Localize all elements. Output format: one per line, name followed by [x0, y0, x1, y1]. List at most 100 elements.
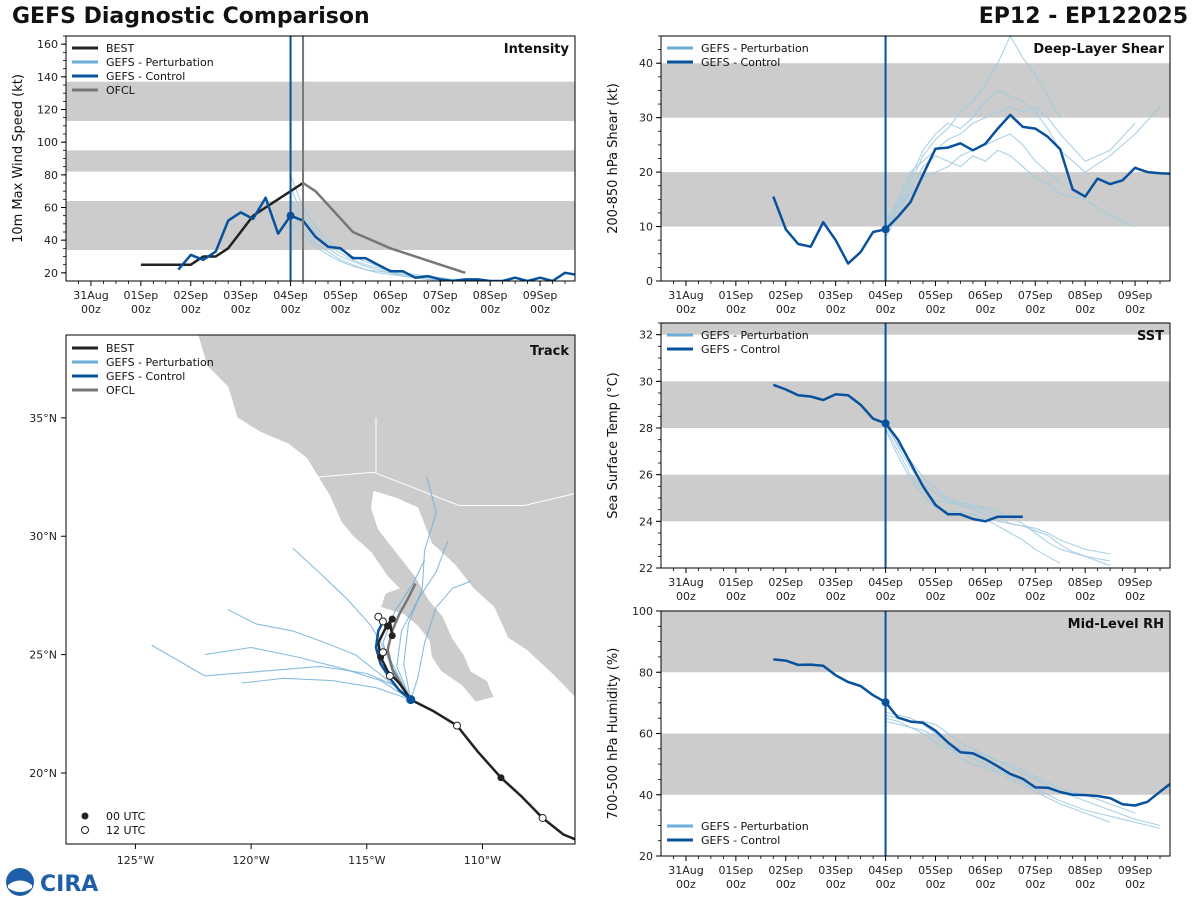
cira-logo: CIRA [6, 868, 98, 897]
best-point-12utc [378, 617, 387, 626]
lat-tick-label: 25°N [29, 649, 57, 662]
series-line [885, 720, 1161, 829]
x-tick-hour-label: 00z [826, 303, 846, 316]
y-tick-label: 100 [37, 136, 58, 149]
x-tick-hour-label: 00z [876, 303, 896, 316]
series-line [885, 89, 1161, 222]
y-tick-label: 80 [44, 169, 58, 182]
x-tick-hour-label: 00z [676, 878, 696, 891]
x-tick-day-label: 03Sep [818, 864, 853, 877]
x-tick-day-label: 31Aug [668, 864, 703, 877]
map-group [66, 335, 575, 844]
panel-title: SST [1137, 329, 1164, 344]
legend-label: GEFS - Perturbation [701, 820, 809, 833]
legend-marker-00utc [81, 812, 89, 820]
series-line [302, 181, 466, 274]
x-tick-hour-label: 00z [876, 878, 896, 891]
x-tick-hour-label: 00z [826, 590, 846, 603]
y-tick-label: 30 [639, 375, 653, 388]
x-tick-hour-label: 00z [826, 878, 846, 891]
x-tick-day-label: 08Sep [473, 289, 508, 302]
x-tick-day-label: 03Sep [223, 289, 258, 302]
perturbation-track [410, 580, 472, 700]
x-tick-day-label: 09Sep [523, 289, 558, 302]
perturbation-track [241, 677, 411, 701]
x-tick-hour-label: 00z [81, 303, 101, 316]
x-tick-hour-label: 00z [975, 878, 995, 891]
x-tick-day-label: 08Sep [1068, 864, 1103, 877]
y-tick-label: 20 [639, 850, 653, 863]
lat-tick-label: 20°N [29, 767, 57, 780]
x-tick-hour-label: 00z [1075, 303, 1095, 316]
x-tick-hour-label: 00z [1075, 878, 1095, 891]
x-tick-day-label: 04Sep [868, 289, 903, 302]
best-point-12utc [385, 671, 394, 680]
y-tick-label: 20 [44, 267, 58, 280]
control-analysis-marker [286, 211, 295, 220]
legend-label: BEST [106, 42, 134, 55]
x-tick-day-label: 03Sep [818, 576, 853, 589]
series-line [885, 425, 1111, 562]
plot-frame [65, 35, 576, 282]
plot-frame [660, 610, 1171, 857]
x-tick-hour-label: 00z [1075, 590, 1095, 603]
page-title: GEFS Diagnostic Comparison [12, 4, 370, 29]
series-line [885, 717, 1111, 823]
legend-label: GEFS - Perturbation [106, 356, 214, 369]
x-tick-hour-label: 00z [726, 303, 746, 316]
lat-tick-label: 35°N [29, 412, 57, 425]
land-mass [197, 335, 575, 703]
series-line [885, 427, 1111, 555]
lon-tick-label: 125°W [117, 854, 154, 867]
threshold-band [661, 381, 1170, 428]
marker-legend-label: 00 UTC [106, 810, 146, 823]
panel-title: Track [530, 344, 569, 359]
y-axis-label: 700-500 hPa Humidity (%) [606, 648, 621, 820]
x-tick-hour-label: 00z [926, 878, 946, 891]
x-tick-hour-label: 00z [975, 303, 995, 316]
plot-frame [660, 322, 1171, 569]
y-tick-label: 28 [639, 422, 653, 435]
y-tick-label: 60 [44, 202, 58, 215]
x-tick-day-label: 09Sep [1118, 576, 1153, 589]
y-tick-label: 40 [639, 57, 653, 70]
legend-label: GEFS - Control [701, 834, 780, 847]
x-tick-hour-label: 00z [380, 303, 400, 316]
x-tick-day-label: 07Sep [1018, 864, 1053, 877]
x-tick-day-label: 07Sep [423, 289, 458, 302]
y-tick-label: 60 [639, 728, 653, 741]
y-tick-label: 32 [639, 329, 653, 342]
intensity-chart: 31Aug00z01Sep00z02Sep00z03Sep00z04Sep00z… [11, 35, 576, 316]
y-tick-label: 140 [37, 71, 58, 84]
x-tick-day-label: 06Sep [373, 289, 408, 302]
x-tick-hour-label: 00z [1125, 878, 1145, 891]
x-tick-day-label: 05Sep [918, 576, 953, 589]
perturbation-track [403, 476, 437, 700]
x-tick-hour-label: 00z [131, 303, 151, 316]
x-tick-hour-label: 00z [1125, 303, 1145, 316]
x-tick-hour-label: 00z [231, 303, 251, 316]
series-line [885, 714, 1136, 814]
best-track [377, 620, 575, 841]
y-axis-label: 10m Max Wind Speed (kt) [11, 74, 26, 243]
storm-id: EP12 - EP122025 [978, 4, 1188, 29]
perturbation-track [204, 646, 411, 701]
best-point-00utc [388, 615, 396, 623]
x-tick-day-label: 02Sep [768, 864, 803, 877]
x-tick-hour-label: 00z [281, 303, 301, 316]
series-line [772, 113, 1170, 265]
y-tick-label: 22 [639, 562, 653, 575]
threshold-band [66, 150, 575, 172]
threshold-band [66, 81, 575, 121]
x-tick-day-label: 04Sep [868, 864, 903, 877]
x-tick-day-label: 04Sep [868, 576, 903, 589]
panel-title: Deep-Layer Shear [1033, 42, 1164, 57]
track-map: 125°W 120°W 115°W 110°W 20°N 25°N 30°N 35°N Trac… [29, 334, 576, 867]
x-tick-hour-label: 00z [926, 303, 946, 316]
x-tick-hour-label: 00z [676, 303, 696, 316]
legend-label: GEFS - Control [701, 343, 780, 356]
lon-tick-label: 110°W [464, 854, 501, 867]
x-tick-hour-label: 00z [430, 303, 450, 316]
x-tick-day-label: 06Sep [968, 289, 1003, 302]
threshold-band [661, 323, 1170, 335]
